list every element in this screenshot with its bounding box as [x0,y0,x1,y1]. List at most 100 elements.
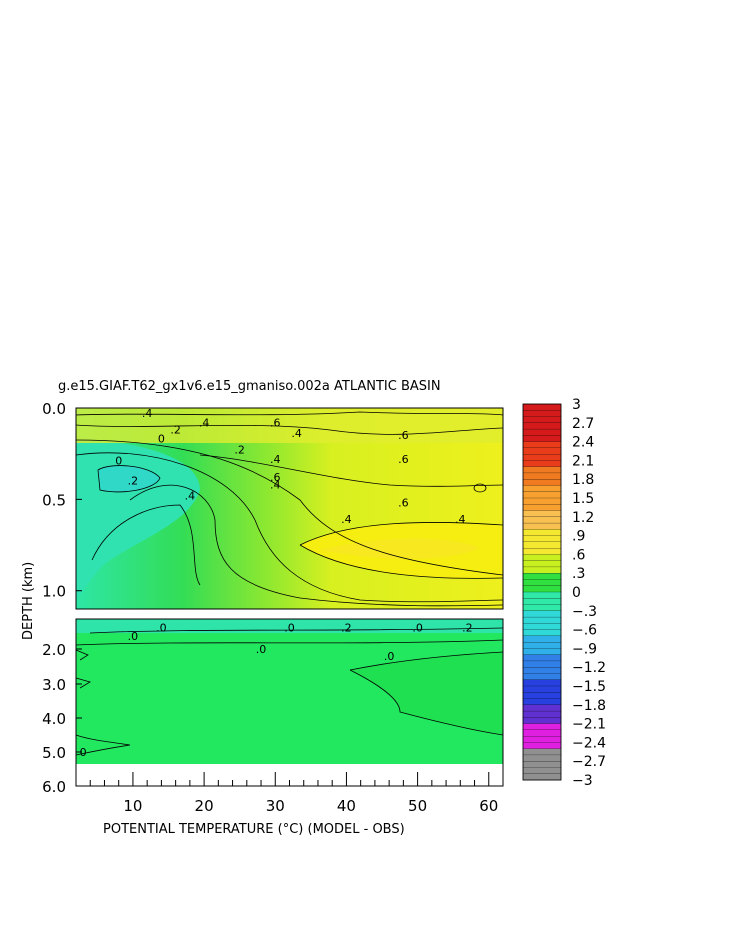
colorbar-swatch [522,610,562,618]
colorbar-label: −2.4 [572,735,606,751]
upper-contour-f [299,522,504,546]
upper-contour-d [129,484,504,607]
lower-panel: .0 .0 .0 .2 .0 .2 .0 .0 0 [75,618,504,787]
y-tick-label: 0.0 [42,400,66,418]
chart-title: g.e15.GIAF.T62_gx1v6.e15_gmaniso.002a AT… [58,379,441,394]
colorbar-swatch [522,566,562,574]
upper-contour-g [299,544,504,579]
contour-label-16: .4 [341,513,352,526]
colorbar-label: −2.7 [572,754,606,770]
lower-contour-e [75,649,89,661]
y-tick-label: 3.0 [42,676,66,694]
colorbar-swatch [522,554,562,561]
x-tick-label: 40 [337,797,356,815]
colorbar-label: −3 [572,773,593,789]
colorbar-swatch [522,472,562,480]
colorbar-swatch [522,535,562,543]
y-axis-label: DEPTH (km) [21,562,36,640]
colorbar-swatch [522,510,562,518]
colorbar-label: −1.2 [572,660,606,676]
colorbar-label: 2.1 [572,453,594,469]
lower-contour-label-0: .0 [156,622,167,635]
colorbar-labels: 3 2.7 2.4 2.1 1.8 1.5 1.2 .9 .6 .3 0 −.3 −.6 −.9 −1.2 −… [572,397,606,789]
contour-label-1: .4 [199,416,210,429]
colorbar-label: 1.8 [572,472,594,488]
upper-contours [75,411,504,607]
contour-label-3: .2 [170,424,181,437]
colorbar-swatch [522,648,562,655]
colorbar-swatch [522,742,562,749]
colorbar-swatch [522,616,562,624]
colorbar-label: .6 [572,547,585,563]
colorbar [522,403,562,781]
upper-contour-j [75,411,504,416]
upper-contour-c [199,454,504,487]
colorbar-swatch [522,497,562,505]
y-tick-label: 5.0 [42,744,66,762]
contour-label-17: .4 [455,513,466,526]
colorbar-swatch [522,729,562,737]
colorbar-swatch [522,529,562,536]
lower-contour-label-2: .0 [284,622,295,635]
contour-label-10: .6 [398,453,409,466]
colorbar-label: .9 [572,529,585,545]
colorbar-swatch [522,679,562,687]
colorbar-swatch [522,692,562,699]
contour-label-11: .2 [128,475,139,488]
contour-label-12: .4 [270,478,281,491]
colorbar-swatch [522,560,562,568]
y-axis-ticks: 0.0 0.5 1.0 2.0 3.0 4.0 5.0 6.0 [42,400,82,796]
colorbar-swatch [522,710,562,718]
colorbar-swatch [522,717,562,724]
contour-label-8: 0 [115,455,122,468]
colorbar-label: 1.5 [572,491,594,507]
x-tick-label: 20 [195,797,214,815]
colorbar-swatch [522,704,562,712]
colorbar-label: 1.2 [572,510,594,526]
colorbar-swatch [522,754,562,762]
colorbar-swatch [522,591,562,599]
colorbar-swatch [522,541,562,549]
colorbar-swatch [522,761,562,768]
lower-wedge-region [350,652,503,735]
upper-panel-frame [75,407,504,610]
lower-contour-label-7: .0 [384,650,395,663]
colorbar-swatch [522,460,562,467]
upper-yellow-tongue [320,538,480,559]
lower-white-strip [76,764,503,786]
colorbar-label: 0 [572,585,581,601]
colorbar-swatch [522,454,562,461]
y-tick-label: 2.0 [42,641,66,659]
colorbar-label: −.6 [572,623,597,639]
upper-contour-e [91,504,201,586]
colorbar-swatch [522,642,562,649]
x-axis-ticks: 10 20 30 40 50 60 [123,772,498,815]
colorbar-swatch [522,579,562,587]
colorbar-swatch [522,629,562,637]
y-tick-label: 6.0 [42,778,66,796]
upper-contour-a [75,452,504,603]
contour-label-7: .2 [234,444,245,457]
lower-contour-label-8: 0 [80,746,87,759]
x-tick-label: 50 [408,797,427,815]
colorbar-swatch [522,723,562,731]
colorbar-swatch [522,748,562,756]
colorbar-frame [522,403,562,781]
colorbar-swatch [522,491,562,499]
colorbar-swatch [522,522,562,530]
colorbar-swatch [522,548,562,555]
colorbar-swatch [522,466,562,474]
colorbar-label: 2.4 [572,435,594,451]
colorbar-swatch [522,479,562,486]
colorbar-label: 2.7 [572,416,594,432]
contour-label-13: .6 [270,471,281,484]
y-tick-label: 4.0 [42,710,66,728]
y-tick-label: 1.0 [42,583,66,601]
colorbar-swatch [522,441,562,449]
colorbar-label: −2.1 [572,717,606,733]
colorbar-label: 3 [572,397,581,413]
lower-panel-frame [75,618,504,787]
upper-cyan-region [98,465,160,492]
colorbar-swatch [522,422,562,430]
